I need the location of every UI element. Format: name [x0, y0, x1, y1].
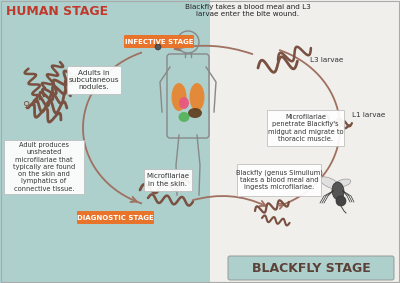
FancyBboxPatch shape — [67, 66, 121, 94]
Ellipse shape — [178, 112, 190, 122]
Bar — [0, 0, 210, 283]
Ellipse shape — [147, 40, 157, 48]
Ellipse shape — [320, 177, 340, 189]
Text: Blackfly takes a blood meal and L3
larvae enter the bite wound.: Blackfly takes a blood meal and L3 larva… — [185, 4, 311, 18]
Ellipse shape — [335, 179, 351, 187]
Text: BLACKFLY STAGE: BLACKFLY STAGE — [252, 261, 370, 275]
FancyBboxPatch shape — [144, 169, 192, 191]
Ellipse shape — [142, 36, 154, 42]
Text: DIAGNOSTIC STAGE: DIAGNOSTIC STAGE — [77, 215, 154, 220]
Text: L3 larvae: L3 larvae — [310, 57, 343, 63]
Ellipse shape — [188, 108, 202, 118]
Ellipse shape — [332, 182, 344, 200]
FancyBboxPatch shape — [4, 140, 84, 194]
Ellipse shape — [152, 37, 160, 41]
Circle shape — [155, 44, 161, 50]
FancyBboxPatch shape — [237, 164, 321, 196]
Text: Adult produces
unsheated
microfilariae that
typically are found
on the skin and
: Adult produces unsheated microfilariae t… — [13, 142, 75, 192]
FancyBboxPatch shape — [77, 211, 154, 224]
Text: INFECTIVE STAGE: INFECTIVE STAGE — [125, 38, 193, 44]
Ellipse shape — [172, 83, 186, 111]
Text: Microfilariae
penetrate Blackfly's
midgut and migrate to
thoracic muscle.: Microfilariae penetrate Blackfly's midgu… — [268, 114, 343, 142]
Text: Blackfly (genus Simulium)
takes a blood meal and
ingests microfilariae.: Blackfly (genus Simulium) takes a blood … — [236, 170, 322, 190]
FancyBboxPatch shape — [228, 256, 394, 280]
FancyBboxPatch shape — [124, 35, 194, 48]
FancyBboxPatch shape — [267, 110, 344, 146]
Text: Adults in
subcutaneous
nodules.: Adults in subcutaneous nodules. — [69, 70, 119, 90]
Text: L1 larvae: L1 larvae — [352, 112, 385, 118]
Text: HUMAN STAGE: HUMAN STAGE — [6, 5, 108, 18]
Ellipse shape — [179, 97, 189, 109]
Ellipse shape — [190, 83, 204, 111]
Circle shape — [336, 196, 346, 206]
Bar — [210, 0, 400, 283]
Text: ♀: ♀ — [22, 100, 29, 110]
Text: ♂: ♂ — [68, 73, 77, 83]
Text: Microfilariae
in the skin.: Microfilariae in the skin. — [146, 173, 190, 186]
